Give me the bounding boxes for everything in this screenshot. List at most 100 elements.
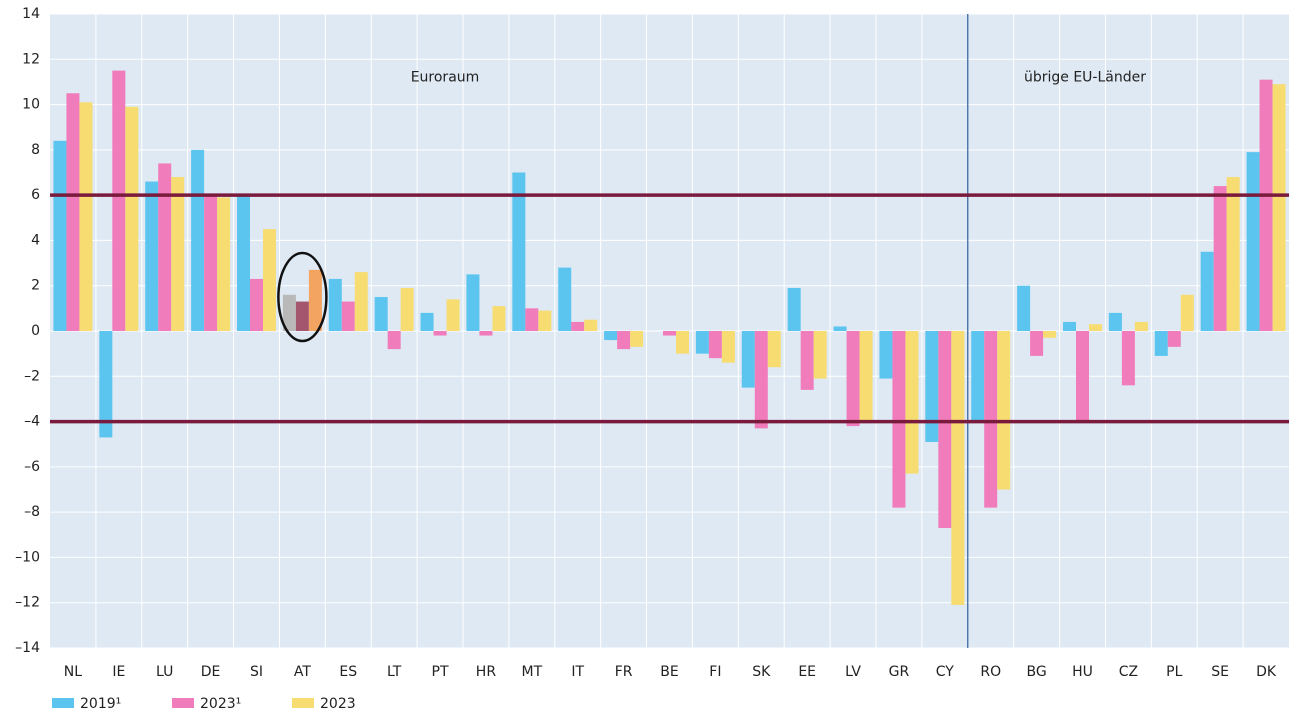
bar bbox=[191, 149, 205, 331]
bar bbox=[250, 278, 263, 331]
bar bbox=[145, 181, 159, 331]
bar bbox=[433, 331, 447, 336]
y-tick-label: 14 bbox=[22, 6, 40, 22]
bar bbox=[879, 331, 893, 379]
bar bbox=[767, 331, 781, 368]
bar bbox=[1089, 324, 1102, 331]
bar bbox=[1167, 331, 1181, 347]
bar bbox=[538, 310, 552, 331]
x-tick-label: SE bbox=[1211, 664, 1229, 680]
bar bbox=[525, 308, 539, 331]
bar bbox=[800, 331, 814, 390]
bar bbox=[420, 312, 434, 331]
highlight-circle bbox=[277, 251, 328, 343]
x-tick-label: MT bbox=[522, 664, 543, 680]
bar bbox=[695, 331, 709, 354]
bar bbox=[1043, 331, 1057, 338]
y-tick-label: –4 bbox=[24, 414, 40, 430]
bar bbox=[308, 269, 322, 331]
bar bbox=[1017, 285, 1031, 331]
x-tick-label: RO bbox=[980, 664, 1001, 680]
bar bbox=[1154, 331, 1168, 356]
bar bbox=[1108, 312, 1122, 331]
bar bbox=[99, 331, 113, 438]
x-tick-label: ES bbox=[339, 664, 357, 680]
x-tick-label: BG bbox=[1027, 664, 1047, 680]
y-tick-label: 0 bbox=[31, 323, 40, 339]
bar bbox=[171, 177, 185, 331]
bar bbox=[1063, 321, 1076, 331]
bar bbox=[584, 319, 598, 331]
bar bbox=[951, 331, 965, 605]
x-tick-label: PL bbox=[1166, 664, 1182, 680]
bar bbox=[571, 321, 585, 331]
legend-swatch bbox=[172, 698, 194, 708]
x-tick-label: SK bbox=[752, 664, 771, 680]
bar bbox=[125, 106, 139, 331]
bar bbox=[354, 272, 368, 331]
bar bbox=[466, 274, 480, 331]
bar bbox=[387, 331, 401, 350]
y-tick-label: –8 bbox=[24, 504, 40, 520]
bar bbox=[997, 331, 1011, 490]
bar bbox=[79, 102, 93, 331]
bar bbox=[1272, 84, 1286, 331]
bar bbox=[237, 195, 250, 331]
x-tick-label: GR bbox=[889, 664, 910, 680]
bar bbox=[217, 197, 231, 331]
bar bbox=[446, 299, 460, 331]
bar bbox=[112, 70, 126, 331]
bar bbox=[558, 267, 572, 331]
x-tick-label: IE bbox=[112, 664, 125, 680]
bar bbox=[833, 326, 847, 331]
bar bbox=[741, 331, 755, 388]
bar bbox=[492, 306, 506, 331]
y-tick-label: –14 bbox=[15, 640, 40, 656]
x-tick-label: LU bbox=[156, 664, 173, 680]
bar bbox=[787, 287, 801, 331]
bar bbox=[158, 163, 172, 331]
y-tick-label: 8 bbox=[31, 142, 40, 158]
x-tick-label: EE bbox=[798, 664, 816, 680]
bar bbox=[892, 331, 906, 508]
x-tick-label: CZ bbox=[1119, 664, 1138, 680]
bar bbox=[721, 331, 735, 363]
x-tick-label: NL bbox=[64, 664, 82, 680]
bar bbox=[630, 331, 644, 347]
x-tick-label: FI bbox=[709, 664, 721, 680]
x-tick-label: DE bbox=[201, 664, 221, 680]
bar bbox=[1259, 79, 1273, 332]
bar bbox=[328, 278, 342, 331]
x-tick-label: LT bbox=[387, 664, 402, 680]
bar bbox=[263, 229, 276, 331]
legend-label: 2019¹ bbox=[80, 696, 121, 712]
y-tick-label: 10 bbox=[22, 97, 40, 113]
bar bbox=[1180, 294, 1194, 331]
bar bbox=[204, 195, 218, 331]
bar bbox=[1030, 331, 1044, 356]
x-tick-label: LV bbox=[845, 664, 861, 680]
annotation: Euroraum bbox=[411, 69, 480, 85]
bar bbox=[282, 294, 296, 331]
bar bbox=[663, 331, 676, 336]
bar bbox=[984, 331, 998, 508]
x-tick-label: CY bbox=[936, 664, 955, 680]
bar bbox=[859, 331, 873, 422]
y-tick-label: 4 bbox=[31, 232, 40, 248]
bar bbox=[512, 172, 526, 331]
bar bbox=[754, 331, 768, 429]
legend-label: 2023 bbox=[320, 696, 356, 712]
x-tick-label: HR bbox=[476, 664, 497, 680]
bar bbox=[676, 331, 689, 354]
x-tick-label: HU bbox=[1072, 664, 1093, 680]
bar bbox=[708, 331, 722, 359]
bar bbox=[604, 331, 618, 341]
bar bbox=[846, 331, 860, 427]
x-tick-label: BE bbox=[660, 664, 678, 680]
bar bbox=[295, 301, 309, 331]
y-tick-label: –2 bbox=[24, 368, 40, 384]
y-tick-label: –10 bbox=[15, 549, 40, 565]
bar bbox=[1200, 251, 1214, 331]
x-tick-label: FR bbox=[615, 664, 633, 680]
